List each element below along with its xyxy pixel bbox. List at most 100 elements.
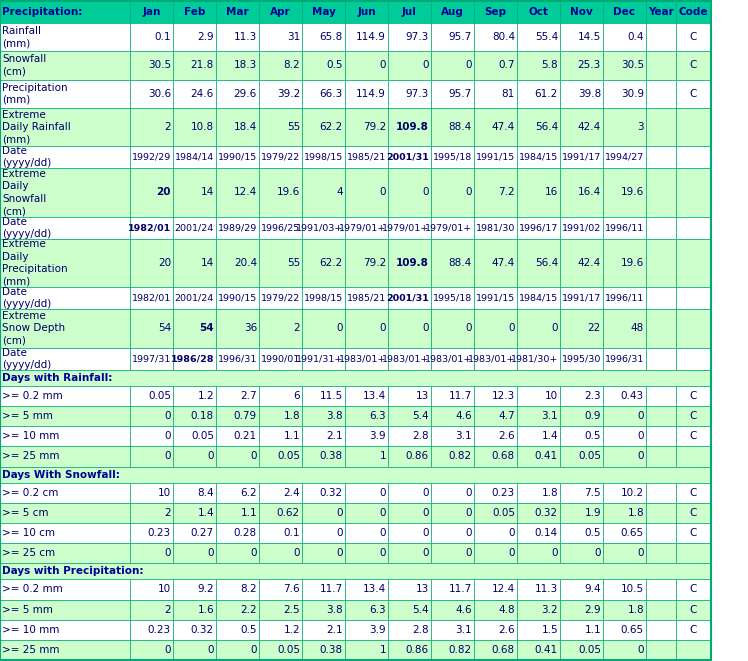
Bar: [431, 239, 474, 287]
Bar: [259, 169, 302, 217]
Bar: [431, 309, 474, 348]
Bar: [173, 640, 216, 660]
Bar: [0, 23, 130, 52]
Bar: [173, 503, 216, 523]
Bar: [646, 348, 676, 369]
Text: 11.7: 11.7: [449, 391, 472, 401]
Text: Extreme
Daily Rainfall
(mm): Extreme Daily Rainfall (mm): [2, 110, 71, 144]
Bar: [130, 1, 173, 23]
Text: 0: 0: [165, 411, 171, 421]
Text: 1991/17: 1991/17: [562, 153, 601, 162]
Text: 0: 0: [465, 488, 472, 498]
Text: 13: 13: [416, 584, 429, 594]
Bar: [646, 287, 676, 309]
Bar: [388, 348, 431, 369]
Text: 2.9: 2.9: [197, 32, 214, 42]
Bar: [431, 640, 474, 660]
Text: >= 5 cm: >= 5 cm: [2, 508, 49, 518]
Bar: [676, 483, 711, 503]
Bar: [517, 23, 560, 52]
Text: Date
(yyyy/dd): Date (yyyy/dd): [2, 217, 52, 239]
Bar: [388, 426, 431, 446]
Bar: [0, 467, 711, 483]
Text: 18.3: 18.3: [233, 61, 257, 71]
Bar: [216, 169, 259, 217]
Text: 0: 0: [251, 645, 257, 655]
Text: 14.5: 14.5: [577, 32, 601, 42]
Bar: [560, 386, 603, 406]
Bar: [216, 386, 259, 406]
Text: 1983/01+: 1983/01+: [339, 354, 386, 363]
Text: 0: 0: [637, 451, 644, 461]
Bar: [388, 640, 431, 660]
Bar: [603, 426, 646, 446]
Text: >= 0.2 mm: >= 0.2 mm: [2, 391, 63, 401]
Bar: [603, 483, 646, 503]
Text: C: C: [690, 61, 697, 71]
Text: 0: 0: [637, 645, 644, 655]
Text: 0.14: 0.14: [535, 528, 558, 538]
Bar: [517, 580, 560, 600]
Text: 20: 20: [158, 258, 171, 268]
Bar: [517, 309, 560, 348]
Bar: [302, 52, 345, 79]
Text: 10: 10: [545, 391, 558, 401]
Bar: [517, 446, 560, 467]
Bar: [560, 620, 603, 640]
Text: 0: 0: [423, 528, 429, 538]
Text: 1.1: 1.1: [584, 625, 601, 635]
Text: 55.4: 55.4: [535, 32, 558, 42]
Bar: [517, 348, 560, 369]
Text: Days With Snowfall:: Days With Snowfall:: [2, 469, 120, 480]
Bar: [173, 52, 216, 79]
Text: 9.4: 9.4: [584, 584, 601, 594]
Bar: [173, 386, 216, 406]
Bar: [0, 108, 130, 146]
Text: 9.2: 9.2: [197, 584, 214, 594]
Bar: [603, 600, 646, 620]
Bar: [646, 543, 676, 563]
Text: 56.4: 56.4: [535, 258, 558, 268]
Bar: [560, 348, 603, 369]
Bar: [345, 348, 388, 369]
Text: 0: 0: [465, 61, 472, 71]
Bar: [259, 217, 302, 239]
Text: 0: 0: [509, 528, 515, 538]
Bar: [0, 640, 130, 660]
Bar: [259, 543, 302, 563]
Bar: [302, 217, 345, 239]
Bar: [431, 523, 474, 543]
Bar: [431, 600, 474, 620]
Bar: [173, 580, 216, 600]
Bar: [646, 406, 676, 426]
Text: 3: 3: [637, 122, 644, 132]
Bar: [388, 309, 431, 348]
Bar: [0, 483, 130, 503]
Text: 1983/01+: 1983/01+: [381, 354, 429, 363]
Text: 0.32: 0.32: [320, 488, 343, 498]
Bar: [345, 169, 388, 217]
Bar: [646, 79, 676, 108]
Text: 1991/03+: 1991/03+: [295, 223, 343, 232]
Bar: [259, 406, 302, 426]
Bar: [130, 503, 173, 523]
Bar: [646, 309, 676, 348]
Text: >= 5 mm: >= 5 mm: [2, 605, 53, 615]
Text: 2001/31: 2001/31: [386, 293, 429, 303]
Bar: [560, 169, 603, 217]
Bar: [474, 23, 517, 52]
Bar: [474, 580, 517, 600]
Text: Rainfall
(mm): Rainfall (mm): [2, 26, 41, 48]
Bar: [302, 146, 345, 169]
Text: May: May: [312, 7, 335, 17]
Text: 20.4: 20.4: [234, 258, 257, 268]
Text: 0.4: 0.4: [628, 32, 644, 42]
Text: Days with Precipitation:: Days with Precipitation:: [2, 566, 144, 576]
Text: 47.4: 47.4: [491, 122, 515, 132]
Text: >= 25 mm: >= 25 mm: [2, 645, 60, 655]
Bar: [603, 640, 646, 660]
Bar: [603, 146, 646, 169]
Text: 2.6: 2.6: [498, 432, 515, 442]
Bar: [560, 1, 603, 23]
Text: 2: 2: [165, 605, 171, 615]
